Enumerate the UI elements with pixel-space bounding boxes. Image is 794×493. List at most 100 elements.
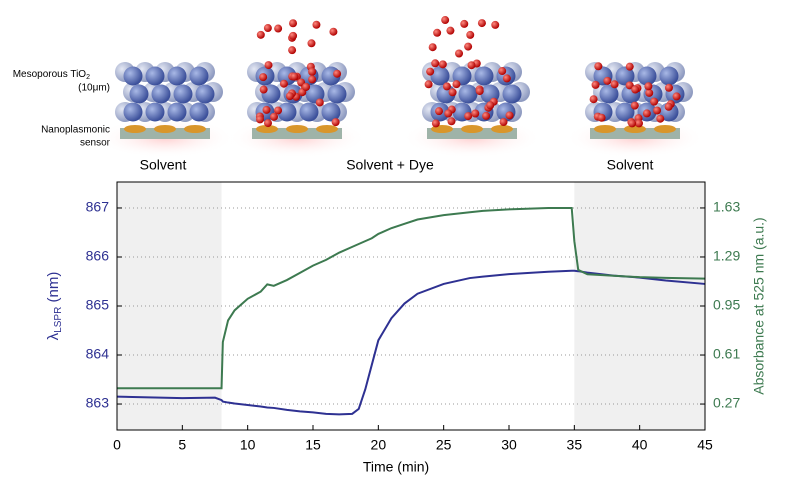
sensor (120, 128, 210, 139)
dye (475, 87, 484, 96)
dye (442, 82, 451, 91)
dye (448, 88, 457, 97)
particle (659, 66, 679, 86)
dye (308, 67, 317, 76)
dye (625, 81, 634, 90)
nanodisk (154, 125, 176, 133)
dye (491, 20, 500, 29)
particle (327, 84, 347, 104)
dye (290, 72, 299, 81)
dye (656, 114, 665, 123)
particle (502, 84, 522, 104)
particle (189, 66, 209, 86)
dye (270, 112, 279, 121)
dye (464, 42, 473, 51)
plot-frame (116, 181, 706, 431)
dye (603, 76, 612, 85)
dye (650, 97, 659, 106)
dye (424, 80, 433, 89)
y-tick-label: 863 (86, 395, 110, 411)
dye (256, 115, 265, 124)
y-tick-label: 867 (86, 199, 110, 215)
y2-tick-label: 1.63 (713, 199, 740, 215)
dye (288, 46, 297, 55)
nanodisk (184, 125, 206, 133)
nanodisk (491, 125, 513, 133)
data-line (117, 206, 706, 390)
particle (277, 102, 297, 122)
y2-axis-label: Absorbance at 525 nm (a.u.) (751, 217, 767, 394)
dye (460, 19, 469, 28)
dye (331, 118, 340, 127)
particle (167, 102, 187, 122)
material-label: Mesoporous TiO2 (13, 69, 90, 81)
y-tick-label: 864 (86, 346, 110, 362)
x-tick-label: 25 (436, 437, 452, 453)
dye (630, 101, 639, 110)
dye (644, 82, 653, 91)
data-line (116, 269, 706, 416)
dye (264, 61, 273, 70)
dye (259, 85, 268, 94)
sensor-label: Nanoplasmonic (41, 125, 110, 136)
particle (496, 102, 516, 122)
dye (452, 80, 461, 89)
sensor (252, 128, 342, 139)
dye (259, 73, 268, 82)
dye (262, 105, 271, 114)
dye (664, 83, 673, 92)
dye (505, 111, 514, 120)
particle (474, 66, 494, 86)
particle (145, 102, 165, 122)
y-tick-label: 865 (86, 297, 110, 313)
dye (672, 92, 681, 101)
nanodisk (594, 125, 616, 133)
particle (123, 66, 143, 86)
particle (615, 102, 635, 122)
dye (634, 119, 643, 128)
dye (302, 82, 311, 91)
dye (329, 27, 338, 36)
shaded-region (574, 182, 705, 430)
sensor (590, 128, 680, 139)
particle (145, 66, 165, 86)
particle (659, 102, 679, 122)
dye (591, 80, 600, 89)
dye (631, 85, 640, 94)
particle (123, 102, 143, 122)
dye (471, 109, 480, 118)
dye (435, 107, 444, 116)
dye (664, 102, 673, 111)
dye (289, 31, 298, 40)
particle (167, 66, 187, 86)
x-tick-label: 45 (697, 437, 713, 453)
dye (312, 20, 321, 29)
dye (308, 75, 317, 84)
dye (433, 28, 442, 37)
particle (321, 102, 341, 122)
x-tick-label: 35 (567, 437, 583, 453)
dye (589, 95, 598, 104)
y2-tick-label: 0.95 (713, 297, 740, 313)
dye (467, 61, 476, 70)
nanodisk (316, 125, 338, 133)
dye (486, 101, 495, 110)
particle (129, 84, 149, 104)
sensor-label: sensor (80, 138, 111, 149)
y2-tick-label: 0.27 (713, 395, 740, 411)
dye (594, 62, 603, 71)
particle (151, 84, 171, 104)
particle (299, 102, 319, 122)
dye (315, 98, 324, 107)
x-tick-label: 0 (113, 437, 121, 453)
particle (458, 84, 478, 104)
sensor (427, 128, 517, 139)
nanodisk (624, 125, 646, 133)
y-axis-label: λLSPR (nm) (45, 272, 64, 341)
dye (431, 59, 440, 68)
dye (441, 16, 450, 25)
dye (444, 109, 453, 118)
dye (426, 67, 435, 76)
caption: Solvent (607, 157, 654, 173)
